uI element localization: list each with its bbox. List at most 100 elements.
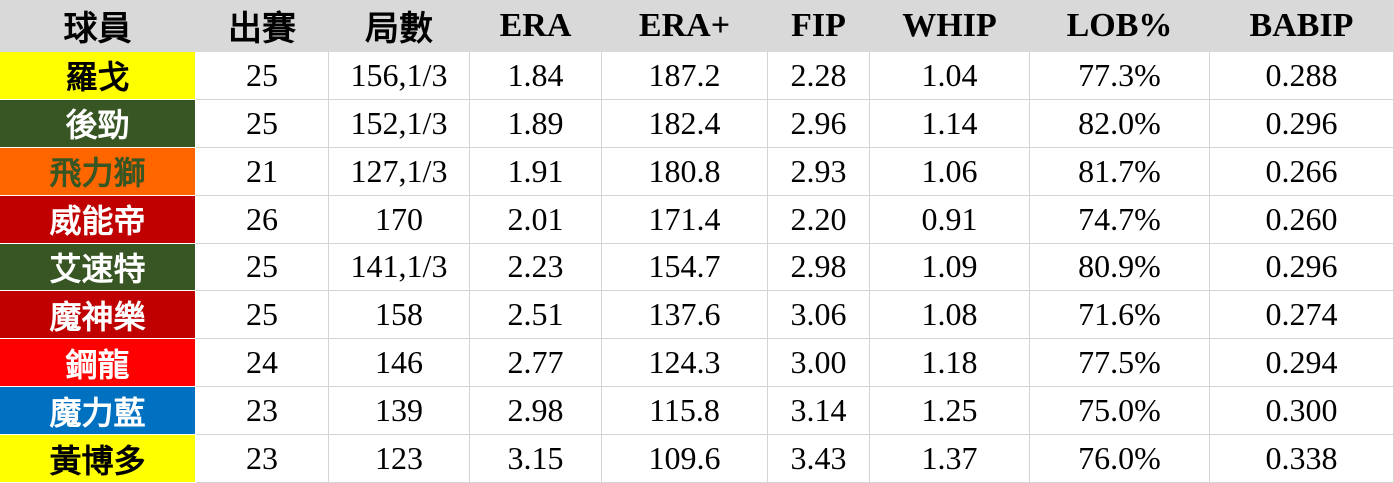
stat-cell: 77.3% [1030, 52, 1210, 100]
stat-cell: 3.00 [768, 339, 870, 388]
stat-cell: 2.20 [768, 195, 870, 244]
stat-cell: 1.04 [870, 52, 1030, 100]
stat-cell: 1.91 [470, 147, 602, 196]
data-row: 後勁 25 152,1/3 1.89 182.4 2.96 1.14 82.0% 0.296 [0, 99, 1394, 148]
header-cell: ERA [470, 0, 602, 52]
header-row: 球員 出賽 局數 ERA ERA+ FIP WHIP LOB% BABIP [0, 0, 1394, 52]
header-cell: BABIP [1210, 0, 1394, 52]
stat-cell: 1.14 [870, 99, 1030, 148]
stat-cell: 25 [196, 52, 329, 100]
stat-cell: 74.7% [1030, 195, 1210, 244]
stat-cell: 25 [196, 243, 329, 292]
stat-cell: 76.0% [1030, 435, 1210, 483]
player-name: 鋼龍 [0, 339, 196, 388]
player-name: 魔力藍 [0, 387, 196, 436]
stat-cell: 2.23 [470, 243, 602, 292]
stat-cell: 109.6 [602, 435, 768, 483]
stat-cell: 2.77 [470, 339, 602, 388]
stat-cell: 156,1/3 [329, 52, 470, 100]
stat-cell: 0.260 [1210, 195, 1394, 244]
header-cell: LOB% [1030, 0, 1210, 52]
stat-cell: 25 [196, 99, 329, 148]
stat-cell: 180.8 [602, 147, 768, 196]
player-name: 羅戈 [0, 52, 196, 100]
stat-cell: 0.288 [1210, 52, 1394, 100]
stat-cell: 21 [196, 147, 329, 196]
stat-cell: 1.09 [870, 243, 1030, 292]
stat-cell: 124.3 [602, 339, 768, 388]
player-name: 黃博多 [0, 435, 196, 483]
stat-cell: 1.89 [470, 99, 602, 148]
stat-cell: 26 [196, 195, 329, 244]
stat-cell: 115.8 [602, 387, 768, 436]
stat-cell: 71.6% [1030, 291, 1210, 340]
data-row: 魔神樂 25 158 2.51 137.6 3.06 1.08 71.6% 0.274 [0, 291, 1394, 340]
stat-cell: 2.28 [768, 52, 870, 100]
stat-cell: 182.4 [602, 99, 768, 148]
stat-cell: 2.51 [470, 291, 602, 340]
stat-cell: 3.06 [768, 291, 870, 340]
stat-cell: 2.98 [470, 387, 602, 436]
stat-cell: 171.4 [602, 195, 768, 244]
stat-cell: 2.93 [768, 147, 870, 196]
data-row: 鋼龍 24 146 2.77 124.3 3.00 1.18 77.5% 0.294 [0, 339, 1394, 388]
header-cell: 出賽 [196, 0, 329, 52]
stat-cell: 1.18 [870, 339, 1030, 388]
stat-cell: 81.7% [1030, 147, 1210, 196]
stat-cell: 152,1/3 [329, 99, 470, 148]
stat-cell: 139 [329, 387, 470, 436]
data-row: 飛力獅 21 127,1/3 1.91 180.8 2.93 1.06 81.7% 0.266 [0, 147, 1394, 196]
player-name: 魔神樂 [0, 291, 196, 340]
stat-cell: 0.296 [1210, 243, 1394, 292]
stat-cell: 146 [329, 339, 470, 388]
header-cell: FIP [768, 0, 870, 52]
data-row: 羅戈 25 156,1/3 1.84 187.2 2.28 1.04 77.3% 0.288 [0, 52, 1394, 100]
stat-cell: 25 [196, 291, 329, 340]
stat-cell: 75.0% [1030, 387, 1210, 436]
stat-cell: 1.08 [870, 291, 1030, 340]
stat-cell: 1.84 [470, 52, 602, 100]
data-row: 黃博多 23 123 3.15 109.6 3.43 1.37 76.0% 0.338 [0, 435, 1394, 483]
stat-cell: 3.15 [470, 435, 602, 483]
stat-cell: 0.274 [1210, 291, 1394, 340]
header-cell: 球員 [0, 0, 196, 52]
stat-cell: 24 [196, 339, 329, 388]
header-cell: 局數 [329, 0, 470, 52]
stat-cell: 127,1/3 [329, 147, 470, 196]
stat-cell: 77.5% [1030, 339, 1210, 388]
stat-cell: 23 [196, 387, 329, 436]
stat-cell: 154.7 [602, 243, 768, 292]
stat-cell: 0.266 [1210, 147, 1394, 196]
player-name: 艾速特 [0, 243, 196, 292]
stat-cell: 23 [196, 435, 329, 483]
stat-cell: 1.06 [870, 147, 1030, 196]
stat-cell: 170 [329, 195, 470, 244]
stat-cell: 2.01 [470, 195, 602, 244]
stat-cell: 141,1/3 [329, 243, 470, 292]
data-row: 威能帝 26 170 2.01 171.4 2.20 0.91 74.7% 0.260 [0, 195, 1394, 244]
player-name: 威能帝 [0, 195, 196, 244]
stat-cell: 0.296 [1210, 99, 1394, 148]
data-row: 艾速特 25 141,1/3 2.23 154.7 2.98 1.09 80.9% 0.296 [0, 243, 1394, 292]
stat-cell: 2.96 [768, 99, 870, 148]
stat-cell: 187.2 [602, 52, 768, 100]
stat-cell: 137.6 [602, 291, 768, 340]
stat-cell: 1.37 [870, 435, 1030, 483]
stat-cell: 0.300 [1210, 387, 1394, 436]
player-name: 飛力獅 [0, 147, 196, 196]
stat-cell: 123 [329, 435, 470, 483]
player-name: 後勁 [0, 99, 196, 148]
stat-cell: 82.0% [1030, 99, 1210, 148]
stat-cell: 80.9% [1030, 243, 1210, 292]
stat-cell: 0.338 [1210, 435, 1394, 483]
stat-cell: 0.294 [1210, 339, 1394, 388]
header-cell: WHIP [870, 0, 1030, 52]
stat-cell: 0.91 [870, 195, 1030, 244]
stat-cell: 3.14 [768, 387, 870, 436]
stat-cell: 158 [329, 291, 470, 340]
stat-cell: 2.98 [768, 243, 870, 292]
data-row: 魔力藍 23 139 2.98 115.8 3.14 1.25 75.0% 0.300 [0, 387, 1394, 436]
stat-cell: 3.43 [768, 435, 870, 483]
